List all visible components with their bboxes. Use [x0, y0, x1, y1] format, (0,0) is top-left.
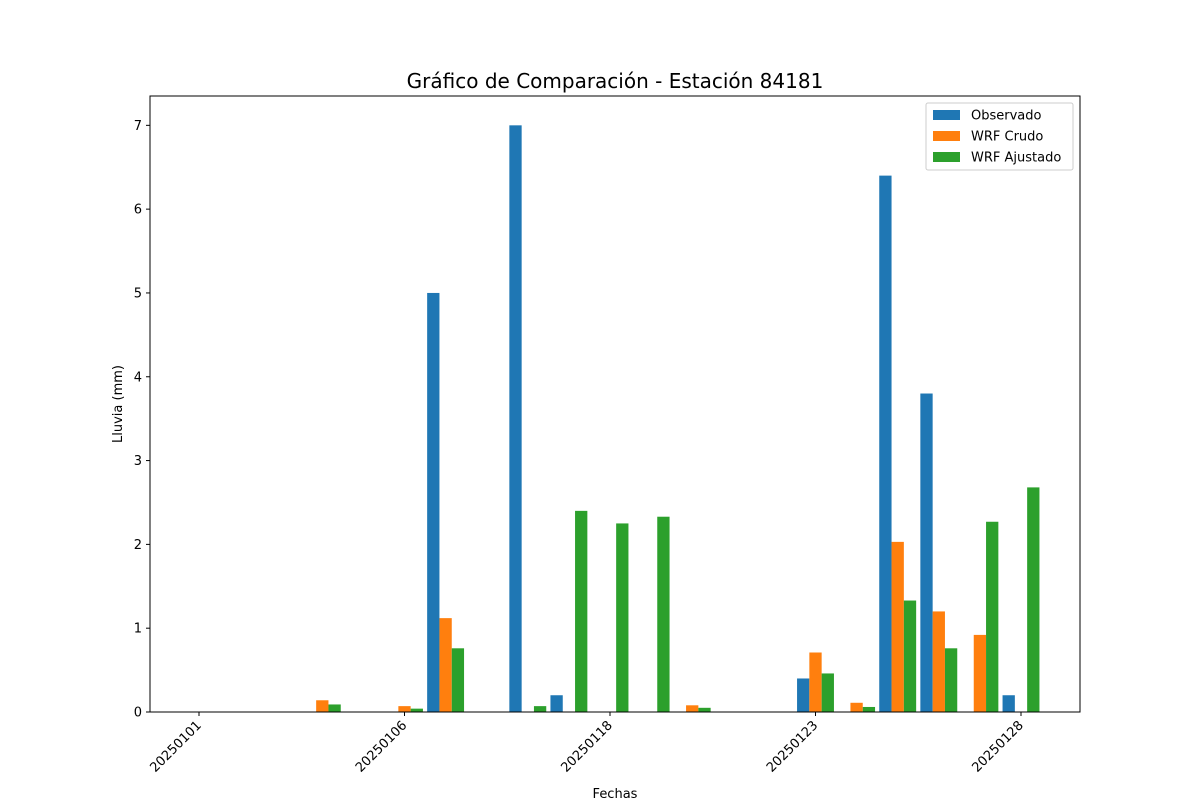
bar-wrf-crudo-13 — [686, 705, 699, 712]
x-tick-label: 20250128 — [969, 718, 1026, 775]
y-tick-label: 2 — [134, 538, 142, 553]
bar-wrf-ajustado-21 — [1027, 487, 1040, 712]
bar-wrf-ajustado-20 — [986, 521, 999, 712]
bar-wrf-ajustado-7 — [451, 648, 465, 712]
bar-wrf-ajustado-9 — [533, 706, 547, 712]
bar-observado-21 — [1002, 695, 1015, 712]
chart-title: Gráfico de Comparación - Estación 84181 — [407, 69, 824, 93]
legend-swatch — [933, 152, 960, 162]
bar-wrf-crudo-18 — [891, 541, 904, 712]
x-tick-label: 20250106 — [353, 718, 410, 775]
x-tick-label: 20250118 — [558, 718, 615, 775]
legend-label: WRF Crudo — [971, 130, 1043, 145]
bar-observado-10 — [550, 695, 563, 712]
y-tick-label: 6 — [134, 203, 142, 218]
bar-wrf-crudo-4 — [316, 700, 329, 712]
bar-wrf-ajustado-16 — [821, 673, 834, 712]
bar-observado-16 — [797, 678, 810, 712]
bar-observado-9 — [509, 125, 522, 712]
x-axis: 20250101 20250106 20250118 20250123 20250128 — [147, 712, 1027, 776]
x-tick-label: 20250101 — [147, 718, 204, 775]
bar-wrf-ajustado-4 — [328, 704, 341, 712]
legend-label: Observado — [971, 109, 1042, 124]
y-tick-label: 5 — [134, 286, 142, 301]
x-tick-label: 20250123 — [764, 718, 821, 775]
y-axis-label: Lluvia (mm) — [111, 365, 126, 443]
bar-wrf-crudo-6 — [398, 706, 411, 712]
bar-wrf-crudo-19 — [932, 611, 945, 712]
x-axis-label: Fechas — [593, 787, 638, 800]
bar-wrf-ajustado-19 — [944, 648, 958, 712]
bar-wrf-ajustado-10 — [575, 510, 588, 712]
legend-swatch — [933, 110, 960, 120]
legend-label: WRF Ajustado — [971, 151, 1061, 166]
y-tick-label: 0 — [134, 706, 142, 721]
bar-wrf-crudo-20 — [973, 634, 987, 712]
legend-swatch — [933, 131, 960, 141]
bar-wrf-ajustado-11 — [616, 523, 629, 712]
bar-observado-18 — [879, 175, 892, 712]
bar-wrf-crudo-7 — [439, 618, 452, 712]
legend-box — [925, 102, 1074, 171]
bar-wrf-ajustado-13 — [698, 707, 711, 712]
bar-wrf-crudo-17 — [850, 702, 863, 712]
legend: Observado WRF Crudo WRF Ajustado — [925, 102, 1074, 171]
bar-observado-19 — [920, 393, 933, 712]
bar-wrf-ajustado-17 — [862, 706, 876, 712]
y-tick-label: 3 — [134, 454, 142, 469]
y-tick-label: 1 — [134, 622, 142, 637]
bar-wrf-ajustado-12 — [657, 516, 670, 712]
y-tick-label: 7 — [134, 119, 142, 134]
bars-layer — [316, 125, 1040, 712]
bar-wrf-crudo-16 — [809, 652, 822, 712]
y-tick-label: 4 — [134, 370, 142, 385]
bar-wrf-ajustado-6 — [410, 708, 423, 712]
y-axis: 0 1 2 3 4 5 6 7 — [134, 119, 150, 721]
bar-wrf-ajustado-18 — [903, 600, 917, 712]
bar-observado-7 — [427, 292, 440, 712]
plot-frame — [149, 95, 1081, 713]
